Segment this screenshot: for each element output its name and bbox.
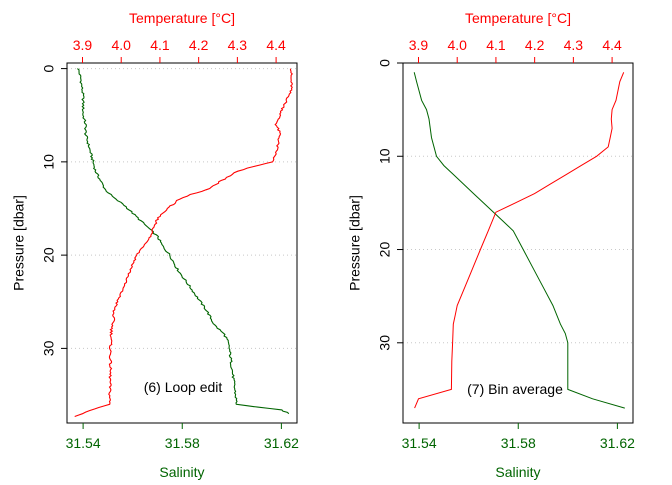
x-top-axis-label: Temperature [°C] (465, 10, 571, 26)
x-top-tick-label: 3.9 (73, 37, 93, 53)
panel-loop-edit: 0 10 20 30 Pressure [dbar] 31.54 31.58 31.62 Sal… (11, 10, 299, 480)
y-axis-label: Pressure [dbar] (347, 195, 363, 291)
x-bottom-axis: 31.54 31.58 31.62 Salinity (66, 423, 299, 480)
y-tick-label: 20 (377, 242, 393, 258)
x-bottom-tick-label: 31.58 (501, 435, 536, 451)
x-top-tick-label: 4.4 (602, 37, 622, 53)
y-tick-label: 20 (41, 247, 57, 263)
x-bottom-axis: 31.54 31.58 31.62 Salinity (402, 423, 635, 480)
y-tick-label: 10 (377, 148, 393, 164)
x-top-tick-label: 4.0 (111, 37, 131, 53)
x-bottom-tick-label: 31.58 (165, 435, 200, 451)
x-top-axis: 3.9 4.0 4.1 4.2 4.3 4.4 Temperature [°C] (409, 10, 622, 63)
temperature-line (74, 68, 293, 418)
temperature-line (414, 72, 625, 409)
salinity-line (413, 72, 625, 409)
x-top-tick-label: 4.3 (228, 37, 248, 53)
x-bottom-tick-label: 31.54 (402, 435, 437, 451)
panel-annotation: (6) Loop edit (144, 379, 223, 395)
y-tick-label: 30 (377, 335, 393, 351)
x-top-tick-label: 3.9 (409, 37, 429, 53)
y-axis: 0 10 20 30 Pressure [dbar] (11, 64, 67, 356)
x-top-tick-label: 4.2 (525, 37, 545, 53)
y-tick-label: 0 (377, 59, 393, 67)
salinity-line (77, 68, 290, 415)
y-axis: 0 10 20 30 Pressure [dbar] (347, 59, 403, 351)
y-tick-label: 30 (41, 340, 57, 356)
x-top-tick-label: 4.2 (189, 37, 209, 53)
panel-annotation: (7) Bin average (467, 381, 563, 397)
x-bottom-axis-label: Salinity (159, 464, 204, 480)
y-tick-label: 0 (41, 64, 57, 72)
x-top-axis: 3.9 4.0 4.1 4.2 4.3 4.4 Temperature [°C] (73, 10, 286, 63)
x-top-tick-label: 4.0 (447, 37, 467, 53)
x-top-tick-label: 4.1 (486, 37, 506, 53)
x-top-axis-label: Temperature [°C] (129, 10, 235, 26)
x-top-tick-label: 4.3 (564, 37, 584, 53)
panel-bin-average: 0 10 20 30 Pressure [dbar] 31.54 31.58 31.62 Sal… (347, 10, 635, 480)
y-axis-label: Pressure [dbar] (11, 195, 27, 291)
series-group (413, 72, 625, 409)
x-bottom-tick-label: 31.54 (66, 435, 101, 451)
x-bottom-tick-label: 31.62 (600, 435, 635, 451)
series-group (74, 68, 293, 418)
x-bottom-tick-label: 31.62 (264, 435, 299, 451)
x-top-tick-label: 4.4 (266, 37, 286, 53)
x-bottom-axis-label: Salinity (495, 464, 540, 480)
x-top-tick-label: 4.1 (150, 37, 170, 53)
y-tick-label: 10 (41, 154, 57, 170)
